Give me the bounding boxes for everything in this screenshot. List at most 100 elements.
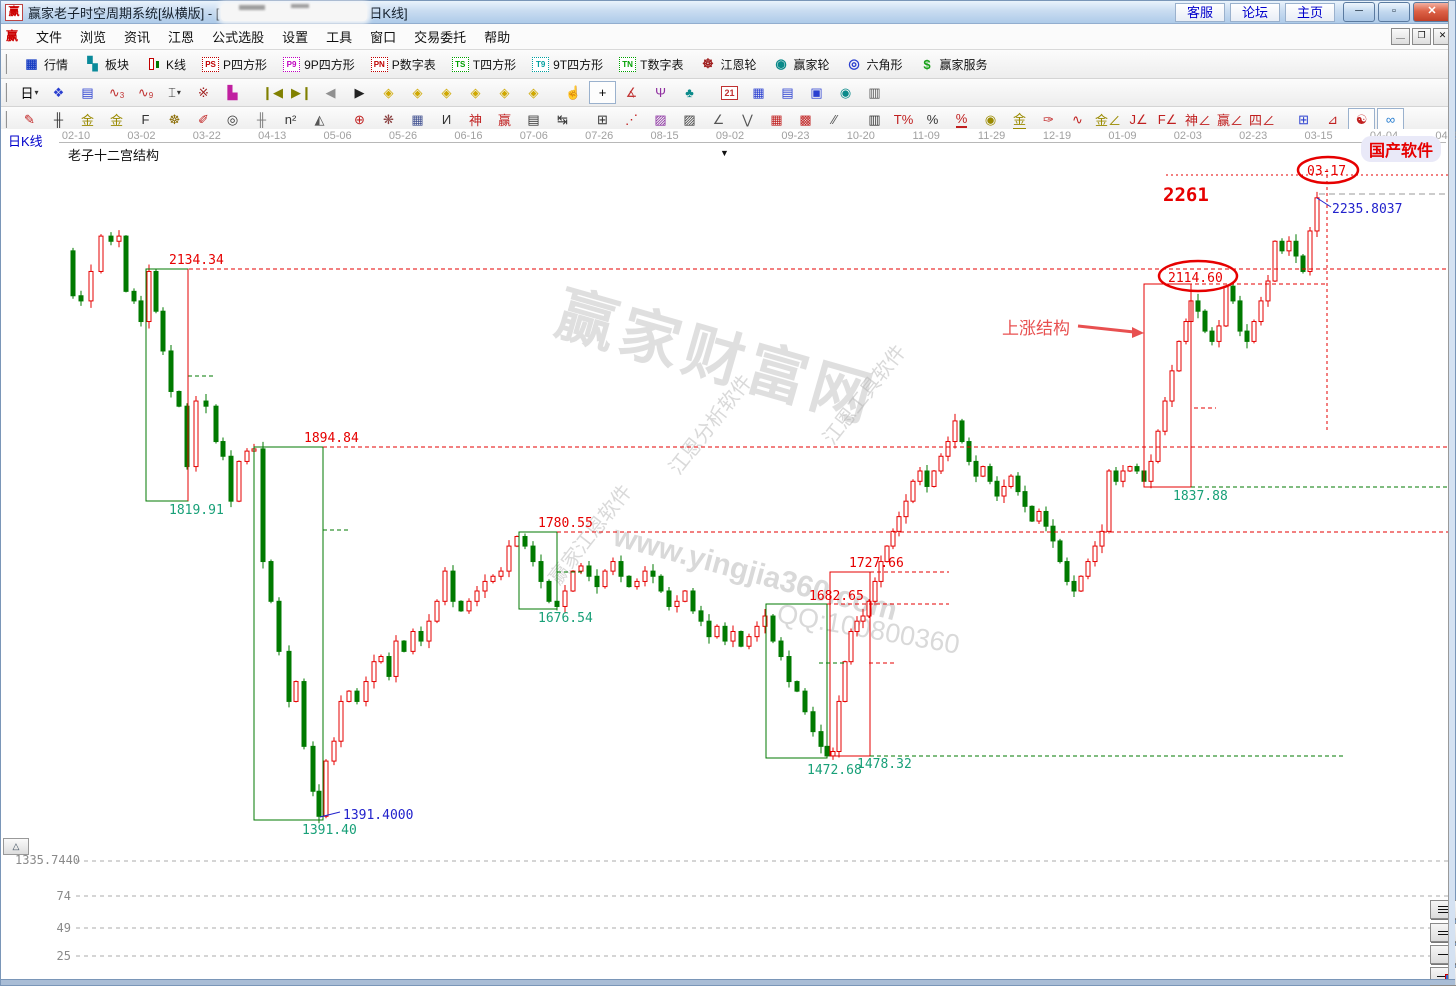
- web-grid-button[interactable]: ▦: [404, 108, 431, 131]
- j-angle-button[interactable]: J∠: [1125, 108, 1152, 131]
- f-angle-button[interactable]: F∠: [1154, 108, 1181, 131]
- child-minimize-button[interactable]: ＿: [1391, 28, 1410, 45]
- gold-line-button[interactable]: 金: [1006, 108, 1033, 131]
- percent-tool-button[interactable]: %: [919, 108, 946, 131]
- close-button[interactable]: ✕: [1413, 2, 1451, 22]
- print-tool-button[interactable]: ▥: [861, 81, 888, 104]
- yinyang-tool-button[interactable]: ☯: [1348, 108, 1376, 131]
- grid-gold-button[interactable]: ⊞: [1290, 108, 1317, 131]
- brush-tool-button[interactable]: ✑: [1035, 108, 1062, 131]
- toolbar-9p-square-button[interactable]: P9 9P四方形: [275, 53, 363, 76]
- compass-tool-button[interactable]: Ψ: [647, 81, 674, 104]
- toolbar-gann-wheel-button[interactable]: ☸ 江恩轮: [691, 53, 764, 76]
- menu-item-4[interactable]: 江恩: [168, 30, 195, 45]
- calendar-tool-button[interactable]: 21: [716, 81, 743, 104]
- nav-first-button[interactable]: ❙◀: [259, 81, 286, 104]
- grid-ruler-button[interactable]: ╫: [45, 108, 72, 131]
- doc-tool-button[interactable]: ▤: [74, 81, 101, 104]
- parallel-lines-button[interactable]: ∕∕: [821, 108, 848, 131]
- toolbar-kline-button[interactable]: K线: [137, 53, 194, 76]
- fan-red-button[interactable]: ⋰: [618, 108, 645, 131]
- child-restore-button[interactable]: ❐: [1412, 28, 1431, 45]
- circle-ruler-button[interactable]: ◎: [219, 108, 246, 131]
- histogram-tool-button[interactable]: ▙: [219, 81, 246, 104]
- n-square-button[interactable]: n²: [277, 108, 304, 131]
- diamond-in-button[interactable]: ◈: [462, 81, 489, 104]
- crosshair-tool-button[interactable]: +: [589, 81, 616, 104]
- toolbar-t-table-button[interactable]: TN T数字表: [611, 53, 691, 76]
- gold-ruler-2-button[interactable]: 金: [103, 108, 130, 131]
- mirror-tool-button[interactable]: ◭: [306, 108, 333, 131]
- stamp-tool-button[interactable]: ※: [190, 81, 217, 104]
- toolbar-t-square-button[interactable]: TS T四方形: [444, 53, 524, 76]
- toolbar-9t-square-button[interactable]: T9 9T四方形: [524, 53, 611, 76]
- span-measure-button[interactable]: ↹: [549, 108, 576, 131]
- toolbar-winner-wheel-button[interactable]: ◉ 赢家轮: [764, 53, 837, 76]
- diamond-both-button[interactable]: ◈: [433, 81, 460, 104]
- notes-tool-button[interactable]: ▤: [774, 81, 801, 104]
- expand-pane-button[interactable]: △: [3, 838, 29, 855]
- gold-angle-button[interactable]: 金∠: [1093, 108, 1123, 131]
- vertical-scrollbar[interactable]: [1449, 1, 1455, 979]
- forum-button[interactable]: 论坛: [1229, 2, 1280, 22]
- knot-tool-button[interactable]: ❖: [45, 81, 72, 104]
- spiral-tool-button[interactable]: ☸: [161, 108, 188, 131]
- menu-item-9[interactable]: 交易委托: [414, 30, 467, 45]
- calculator-tool-button[interactable]: ▦: [745, 81, 772, 104]
- ying-angle-button[interactable]: 赢∠: [1215, 108, 1245, 131]
- menu-item-7[interactable]: 工具: [326, 30, 353, 45]
- nav-next-button[interactable]: ▶: [346, 81, 373, 104]
- ying-ruler-button[interactable]: 赢: [491, 108, 518, 131]
- hand-tool-button[interactable]: ☝: [560, 81, 587, 104]
- toolbar-winner-service-button[interactable]: $ 赢家服务: [911, 53, 996, 76]
- shen-ruler-button[interactable]: 神: [462, 108, 489, 131]
- diamond-right-button[interactable]: ◈: [404, 81, 431, 104]
- diamond-left-button[interactable]: ◈: [375, 81, 402, 104]
- wave-gold-button[interactable]: ∿: [1064, 108, 1091, 131]
- ruler-123-button[interactable]: ▤: [520, 108, 547, 131]
- grid-red-button[interactable]: ▦: [763, 108, 790, 131]
- nav-last-button[interactable]: ▶❙: [288, 81, 315, 104]
- percent-line-button[interactable]: %: [948, 108, 975, 131]
- gann-bars-button[interactable]: ▥: [861, 108, 888, 131]
- t-percent-button[interactable]: T%: [890, 108, 917, 131]
- angle-measure-button[interactable]: ∡: [618, 81, 645, 104]
- diamond-star-button[interactable]: ◈: [491, 81, 518, 104]
- tick-ruler-button[interactable]: ╫: [248, 108, 275, 131]
- menu-item-8[interactable]: 窗口: [370, 30, 397, 45]
- v-lines-button[interactable]: ⋁: [734, 108, 761, 131]
- angle-lines-button[interactable]: ∠: [705, 108, 732, 131]
- minimize-button[interactable]: ─: [1343, 2, 1375, 22]
- nav-prev-button[interactable]: ◀: [317, 81, 344, 104]
- menu-item-2[interactable]: 浏览: [80, 30, 107, 45]
- toolbar-p-table-button[interactable]: PN P数字表: [363, 53, 444, 76]
- chart-canvas[interactable]: 日K线 02-10 03-02 03-22 04-13 05-06 05-26 06-16 0…: [1, 129, 1456, 985]
- menu-item-1[interactable]: 文件: [36, 30, 63, 45]
- wave-9-button[interactable]: ∿ 9: [137, 84, 154, 100]
- diamond-cross-button[interactable]: ◈: [520, 81, 547, 104]
- menu-item-5[interactable]: 公式选股: [212, 30, 265, 45]
- gold-circle-button[interactable]: ◉: [977, 108, 1004, 131]
- wave-struct-button[interactable]: И: [433, 108, 460, 131]
- grid-red-2-button[interactable]: ▩: [792, 108, 819, 131]
- si-angle-button[interactable]: 四∠: [1247, 108, 1277, 131]
- toolbar-quotes-button[interactable]: ▦ 行情: [15, 53, 76, 76]
- compass-red-button[interactable]: ✐: [190, 108, 217, 131]
- box-tool-button[interactable]: ⊞: [589, 108, 616, 131]
- shape-tool-button[interactable]: ♣: [676, 81, 703, 104]
- bottle-tool-button[interactable]: ⌶ ▾: [168, 84, 181, 100]
- toolbar-hexagon-button[interactable]: ◎ 六角形: [838, 53, 911, 76]
- web-tool-button[interactable]: ❋: [375, 108, 402, 131]
- gold-ruler-button[interactable]: 金: [74, 108, 101, 131]
- wave-3-button[interactable]: ∿ 3: [108, 84, 125, 100]
- homepage-button[interactable]: 主页: [1284, 2, 1335, 22]
- pen-tool-button[interactable]: ✎: [16, 108, 43, 131]
- save-tool-button[interactable]: ▣: [803, 81, 830, 104]
- fan-box-button[interactable]: ▨: [647, 108, 674, 131]
- trend-tool-button[interactable]: ⊿: [1319, 108, 1346, 131]
- fan-box-2-button[interactable]: ▨: [676, 108, 703, 131]
- infinity-tool-button[interactable]: ∞: [1377, 108, 1405, 131]
- customer-service-button[interactable]: 客服: [1174, 2, 1225, 22]
- export-tool-button[interactable]: ◉: [832, 81, 859, 104]
- menu-item-10[interactable]: 帮助: [484, 30, 511, 45]
